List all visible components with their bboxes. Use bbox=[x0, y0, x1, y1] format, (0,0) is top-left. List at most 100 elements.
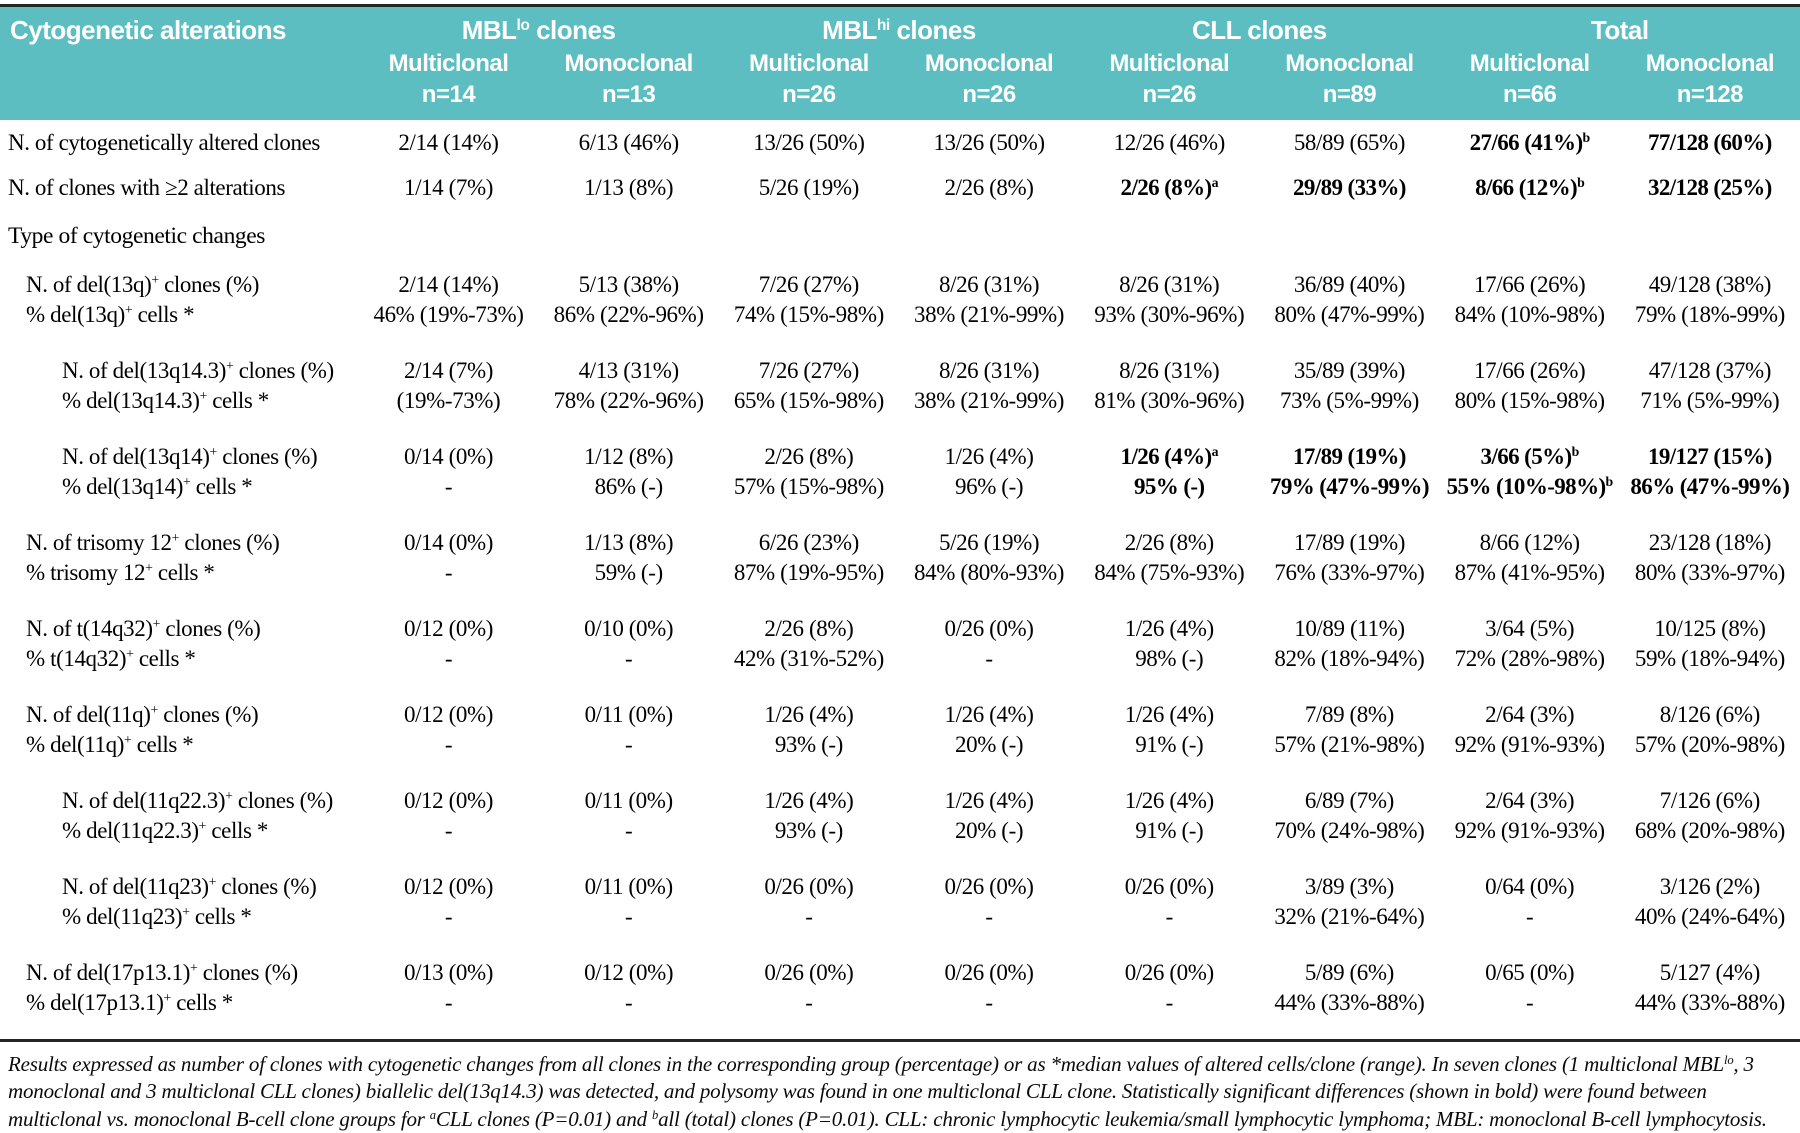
data-cell: 1/14 (7%) bbox=[403, 175, 493, 200]
data-cell: 82% (18%-94%) bbox=[1274, 646, 1425, 671]
data-cell: 12/26 (46%) bbox=[1113, 130, 1226, 155]
subcolumn-n: n=89 bbox=[1322, 81, 1377, 108]
data-cell: 80% (47%-99%) bbox=[1274, 302, 1425, 327]
data-cell: 73% (5%-99%) bbox=[1279, 388, 1419, 413]
table-row: N. of del(11q)+ clones (%) 0/12 (0%) 0/11 … bbox=[0, 687, 1800, 730]
data-cell: 2/26 (8%) bbox=[944, 175, 1034, 200]
data-cell: 8/66 (12%)b bbox=[1475, 175, 1585, 200]
data-cell: 80% (33%-97%) bbox=[1634, 560, 1785, 585]
row-label: N. of clones with ≥2 alterations bbox=[8, 175, 286, 200]
data-cell: - bbox=[444, 560, 453, 585]
table-row: % del(11q22.3)+ cells * - - 93% (-) 20% (-) 9… bbox=[0, 816, 1800, 859]
table-row: % del(13q14.3)+ cells * (19%-73%) 78% (22%… bbox=[0, 386, 1800, 429]
data-cell: 2/26 (8%)a bbox=[1120, 175, 1219, 200]
row-label: N. of del(13q14)+ clones (%) bbox=[62, 444, 318, 469]
data-cell: - bbox=[985, 990, 993, 1015]
subcolumn-header: Monoclonal n=13 bbox=[538, 47, 719, 120]
data-cell: 93% (30%-96%) bbox=[1094, 302, 1245, 327]
subcolumn-type: Monoclonal bbox=[924, 50, 1054, 77]
data-cell: 36/89 (40%) bbox=[1293, 272, 1406, 297]
data-cell: 5/26 (19%) bbox=[758, 175, 860, 200]
data-cell: 40% (24%-64%) bbox=[1634, 904, 1785, 929]
table-footnote: Results expressed as number of clones wi… bbox=[8, 1052, 1767, 1131]
data-cell: 2/14 (7%) bbox=[403, 358, 493, 383]
data-cell: 0/14 (0%) bbox=[403, 530, 493, 555]
data-cell: 2/14 (14%) bbox=[398, 272, 499, 297]
subcolumn-header: Monoclonal n=89 bbox=[1259, 47, 1440, 120]
data-cell: 1/26 (4%) bbox=[944, 702, 1034, 727]
paper-table-page: Cytogenetic alterations MBLlo clones MBLhi… bbox=[0, 4, 1800, 1131]
data-cell: 71% (5%-99%) bbox=[1640, 388, 1780, 413]
data-cell: 5/13 (38%) bbox=[578, 272, 680, 297]
data-cell: 1/26 (4%) bbox=[764, 788, 854, 813]
row-label: % del(11q22.3)+ cells * bbox=[62, 818, 268, 843]
data-cell: 87% (41%-95%) bbox=[1454, 560, 1605, 585]
table-row: N. of del(13q)+ clones (%) 2/14 (14%) 5/13… bbox=[0, 257, 1800, 300]
subcolumn-n: n=128 bbox=[1676, 81, 1744, 108]
data-cell: 98% (-) bbox=[1135, 646, 1204, 671]
data-cell: 80% (15%-98%) bbox=[1454, 388, 1605, 413]
table-row: N. of del(11q22.3)+ clones (%) 0/12 (0%) 0… bbox=[0, 773, 1800, 816]
data-cell: 0/11 (0%) bbox=[584, 874, 674, 899]
data-cell: - bbox=[444, 474, 453, 499]
data-cell: 74% (15%-98%) bbox=[733, 302, 884, 327]
data-cell: 0/26 (0%) bbox=[944, 874, 1034, 899]
row-label: % t(14q32)+ cells * bbox=[26, 646, 196, 671]
data-cell: 84% (75%-93%) bbox=[1094, 560, 1245, 585]
data-cell: 8/26 (31%) bbox=[1119, 272, 1220, 297]
row-label: % del(11q)+ cells * bbox=[26, 732, 194, 757]
data-cell: 42% (31%-52%) bbox=[733, 646, 884, 671]
table-header: Cytogenetic alterations MBLlo clones MBLhi… bbox=[0, 7, 1800, 120]
data-cell: 0/12 (0%) bbox=[584, 960, 674, 985]
subcolumn-n: n=66 bbox=[1502, 81, 1557, 108]
subcolumn-header: Multiclonal n=66 bbox=[1439, 47, 1620, 120]
data-cell: 0/64 (0%) bbox=[1485, 874, 1575, 899]
data-cell: 19/127 (15%) bbox=[1647, 444, 1772, 469]
table-row: N. of cytogenetically altered clones 2/14… bbox=[0, 120, 1800, 165]
subcolumn-n: n=13 bbox=[601, 81, 656, 108]
table-row: N. of clones with ≥2 alterations 1/14 (7%… bbox=[0, 165, 1800, 210]
group-header: CLL clones bbox=[1079, 7, 1440, 47]
data-cell: 7/26 (27%) bbox=[758, 272, 860, 297]
data-cell: - bbox=[625, 732, 633, 757]
data-cell: 84% (80%-93%) bbox=[914, 560, 1065, 585]
subcolumn-type: Multiclonal bbox=[388, 50, 509, 77]
row-label: N. of del(11q)+ clones (%) bbox=[26, 702, 259, 727]
subcolumn-header: Multiclonal n=26 bbox=[718, 47, 899, 120]
data-cell: 3/126 (2%) bbox=[1659, 874, 1761, 899]
section-heading: Type of cytogenetic changes bbox=[8, 223, 266, 249]
data-cell: 7/26 (27%) bbox=[758, 358, 860, 383]
data-cell: 1/13 (8%) bbox=[584, 175, 674, 200]
header-row-subcolumns: Multiclonal n=14 Monoclonal n=13 Multiclonal… bbox=[0, 47, 1800, 120]
data-cell: 6/13 (46%) bbox=[578, 130, 680, 155]
data-cell: 0/12 (0%) bbox=[403, 702, 493, 727]
data-cell: 0/12 (0%) bbox=[403, 616, 493, 641]
data-cell: 2/26 (8%) bbox=[764, 616, 854, 641]
data-cell: 0/26 (0%) bbox=[764, 874, 854, 899]
data-cell: 1/26 (4%) bbox=[944, 444, 1034, 469]
row-label: N. of t(14q32)+ clones (%) bbox=[26, 616, 261, 641]
row-label: N. of del(13q14.3)+ clones (%) bbox=[62, 358, 334, 383]
data-cell: 0/65 (0%) bbox=[1485, 960, 1575, 985]
subcolumn-type: Multiclonal bbox=[1469, 50, 1590, 77]
data-cell: 10/125 (8%) bbox=[1654, 616, 1766, 641]
data-cell: 77/128 (60%) bbox=[1647, 130, 1772, 155]
row-label: N. of trisomy 12+ clones (%) bbox=[26, 530, 280, 555]
data-cell: 79% (47%-99%) bbox=[1269, 474, 1430, 499]
data-cell: 35/89 (39%) bbox=[1293, 358, 1406, 383]
data-cell: - bbox=[444, 990, 453, 1015]
subcolumn-header: Multiclonal n=14 bbox=[358, 47, 539, 120]
data-cell: 17/89 (19%) bbox=[1293, 444, 1406, 469]
data-cell: 1/26 (4%) bbox=[1124, 788, 1214, 813]
row-label: % trisomy 12+ cells * bbox=[26, 560, 215, 585]
table-row: % trisomy 12+ cells * - 59% (-) 87% (19%-95… bbox=[0, 558, 1800, 601]
subcolumn-n: n=14 bbox=[421, 81, 476, 108]
data-cell: 38% (21%-99%) bbox=[914, 388, 1065, 413]
data-cell: - bbox=[805, 990, 813, 1015]
data-cell: 79% (18%-99%) bbox=[1634, 302, 1785, 327]
header-row-groups: Cytogenetic alterations MBLlo clones MBLhi… bbox=[0, 7, 1800, 120]
data-cell: 1/12 (8%) bbox=[584, 444, 674, 469]
subcolumn-n: n=26 bbox=[1142, 81, 1197, 108]
data-cell: 55% (10%-98%)b bbox=[1446, 474, 1614, 499]
data-cell: 13/26 (50%) bbox=[753, 130, 865, 155]
